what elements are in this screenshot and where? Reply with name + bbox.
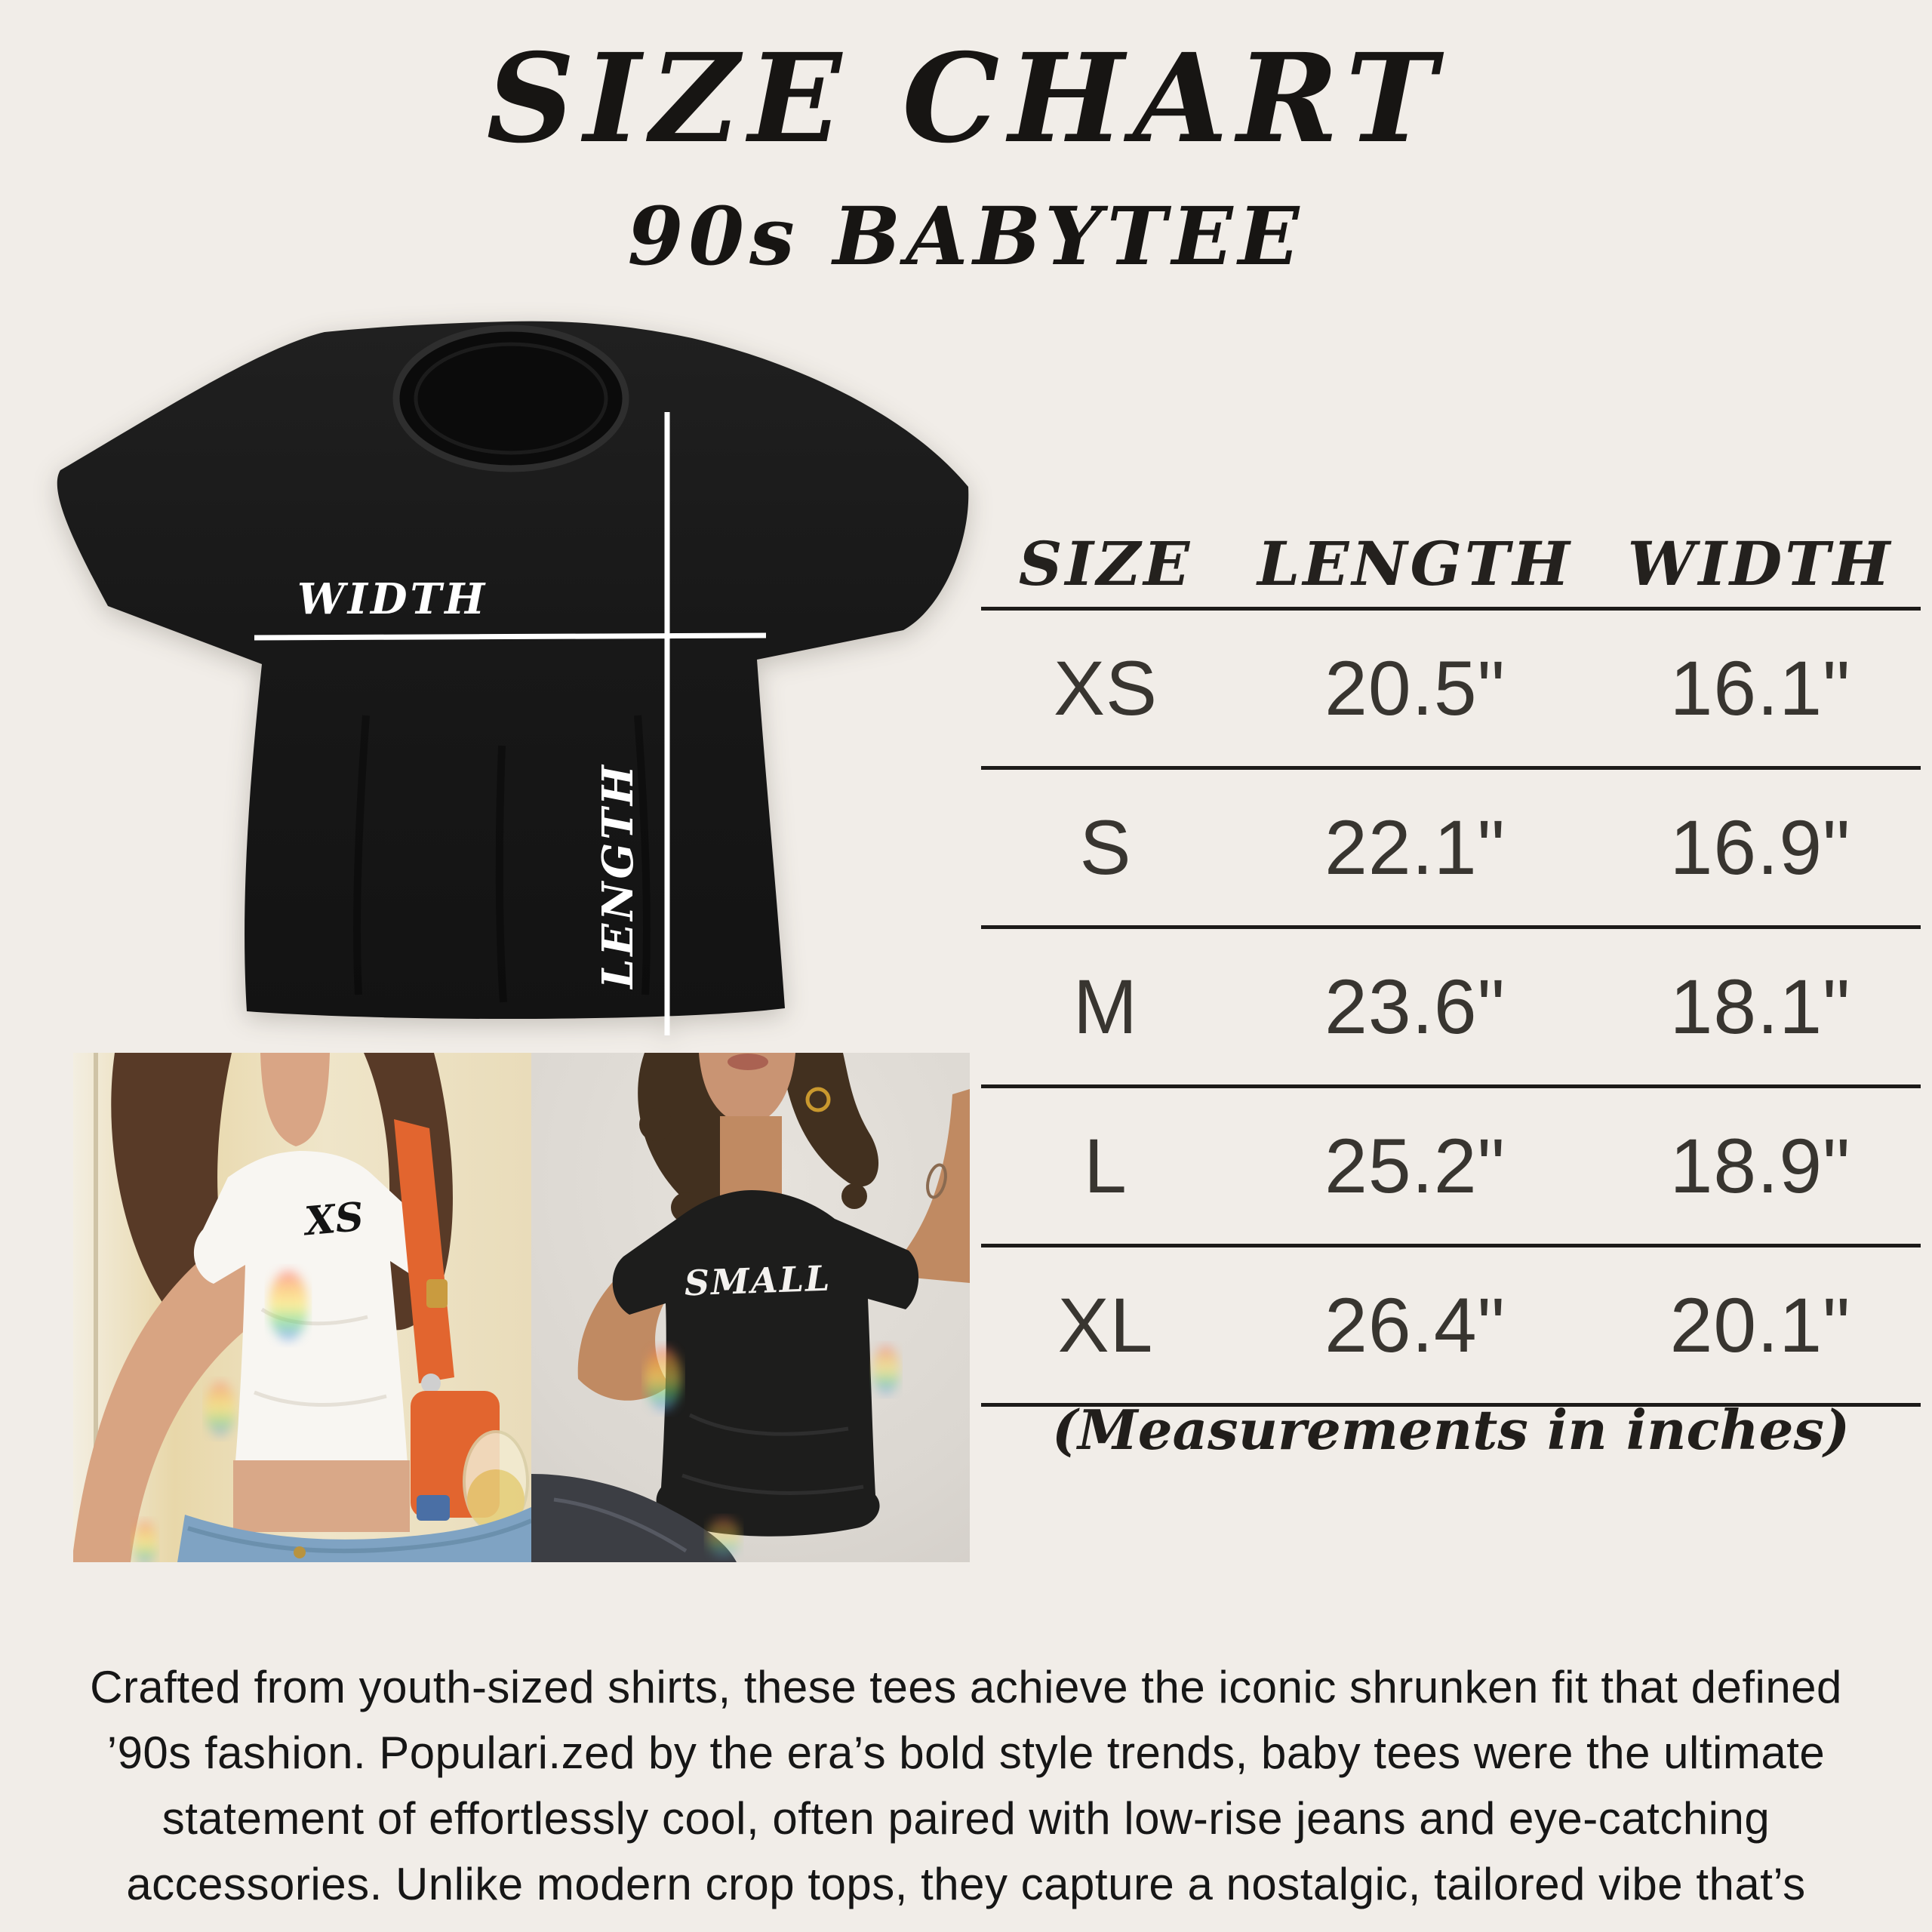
rainbow-flare-1: [269, 1271, 308, 1340]
length-measure-label: LENGTH: [593, 762, 643, 990]
tshirt-collar-rib: [414, 342, 608, 455]
orange-bag-strap: [394, 1119, 454, 1383]
rainbow-flare-5: [872, 1346, 900, 1394]
width-measure-line: [254, 632, 767, 641]
black-tee-folds: [681, 1413, 864, 1495]
table-row-xl: XL 26.4" 20.1": [981, 1247, 1921, 1407]
table-row-m: M 23.6" 18.1": [981, 929, 1921, 1088]
table-row-xs: XS 20.5" 16.1": [981, 611, 1921, 770]
hoop-earring: [805, 1087, 831, 1112]
xs-print-on-tee: XS: [300, 1194, 365, 1245]
width-value: 16.9": [1669, 804, 1851, 891]
length-value: 20.5": [1324, 645, 1506, 731]
length-value: 26.4": [1324, 1281, 1506, 1368]
rainbow-flare-2: [205, 1382, 235, 1436]
measurements-note: (Measurements in inches): [1051, 1398, 1850, 1462]
strap-buckle: [426, 1279, 448, 1308]
arm-tattoo: [926, 1163, 947, 1199]
tshirt-diagram-svg: WIDTH LENGTH: [57, 321, 969, 1035]
model-right-lips: [728, 1054, 768, 1070]
hair-curl-2: [841, 1183, 867, 1209]
size-value: XS: [1053, 645, 1158, 731]
column-header-size: SIZE: [1018, 528, 1193, 599]
width-value: 18.9": [1669, 1122, 1851, 1209]
rainbow-flare-4: [645, 1347, 681, 1411]
model-left-neck-chin: [260, 1053, 330, 1146]
tshirt-measurement-diagram: WIDTH LENGTH: [42, 293, 974, 1044]
photo-left-illustration: XS: [73, 1053, 531, 1562]
model-left-midriff: [233, 1460, 410, 1532]
page-subtitle: 90s BABYTEE: [627, 189, 1305, 283]
size-value: M: [1073, 963, 1138, 1050]
bag-keychain: [417, 1495, 450, 1521]
blue-jeans: [177, 1507, 531, 1562]
size-table-header-row: SIZE LENGTH WIDTH: [981, 521, 1921, 611]
black-baby-tee: [612, 1190, 919, 1537]
page-title: SIZE CHART: [486, 27, 1446, 171]
model-right-chin: [699, 1053, 795, 1124]
model-left-selfie-arm: [73, 1238, 283, 1562]
dark-jeans-seam: [553, 1497, 688, 1553]
model-right-raised-arm: [900, 1089, 970, 1283]
width-value: 20.1": [1669, 1281, 1851, 1368]
strap-clasp: [421, 1374, 441, 1393]
column-header-width: WIDTH: [1627, 528, 1894, 599]
width-value: 18.1": [1669, 963, 1851, 1050]
length-value: 22.1": [1324, 804, 1506, 891]
dark-jeans: [531, 1474, 737, 1562]
tshirt-collar-opening: [392, 325, 629, 472]
table-row-l: L 25.2" 18.9": [981, 1088, 1921, 1247]
size-table: SIZE LENGTH WIDTH XS 20.5" 16.1" S 22.1"…: [981, 521, 1921, 1407]
product-description: Crafted from youth-sized shirts, these t…: [90, 1662, 1842, 1932]
width-measure-label: WIDTH: [297, 574, 488, 624]
model-photo-white-xs-tee: XS: [73, 1053, 531, 1562]
hair-curl-3: [639, 1108, 672, 1141]
jeans-waistband-seam: [187, 1518, 531, 1554]
width-value: 16.1": [1669, 645, 1851, 731]
length-value: 23.6": [1324, 963, 1506, 1050]
small-print-on-tee: SMALL: [684, 1258, 832, 1304]
size-value: L: [1084, 1122, 1128, 1209]
photo-right-illustration: SMALL: [531, 1053, 970, 1562]
model-photo-black-small-tee: SMALL: [531, 1053, 970, 1562]
wine-glass: [463, 1430, 529, 1562]
jeans-button: [294, 1546, 306, 1558]
size-value: XL: [1057, 1281, 1154, 1368]
size-value: S: [1079, 804, 1132, 891]
rainbow-flare-3: [133, 1521, 157, 1562]
model-right-hair: [638, 1053, 879, 1212]
tshirt-silhouette: [57, 321, 969, 1020]
column-header-length: LENGTH: [1257, 528, 1573, 599]
length-value: 25.2": [1324, 1122, 1506, 1209]
tshirt-fold-shading: [353, 715, 651, 1003]
table-row-s: S 22.1" 16.9": [981, 770, 1921, 929]
rainbow-flare-6: [707, 1518, 740, 1557]
